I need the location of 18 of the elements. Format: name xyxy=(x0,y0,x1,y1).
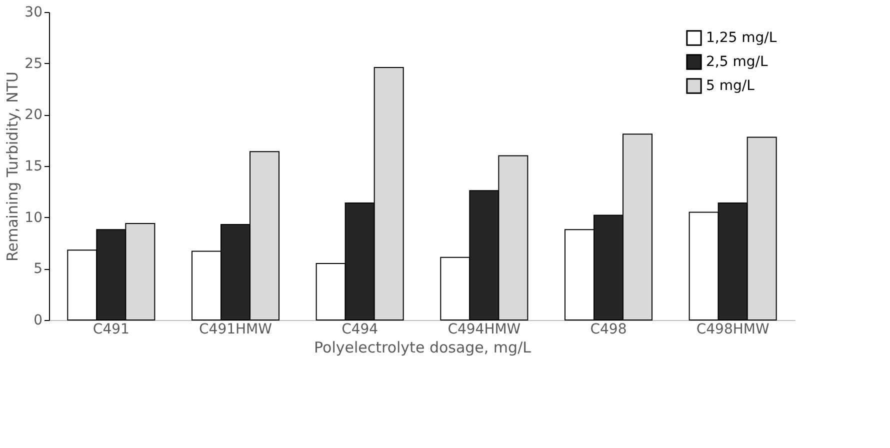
x-tick-label: C491 xyxy=(92,322,130,338)
y-tick-label: 15 xyxy=(24,158,42,174)
legend-label: 1,25 mg/L xyxy=(706,30,777,46)
y-tick-label: 25 xyxy=(24,56,42,72)
y-tick-label: 10 xyxy=(24,210,42,226)
legend-label: 2,5 mg/L xyxy=(706,54,768,70)
y-tick-label: 5 xyxy=(34,261,42,278)
y-tick-label: 30 xyxy=(24,4,42,20)
y-tick-label: 20 xyxy=(24,107,42,124)
x-axis-title: Polyelectrolyte dosage, mg/L xyxy=(314,338,532,356)
x-tick-label: C498 xyxy=(590,322,627,338)
x-tick-label: C494HMW xyxy=(448,322,521,338)
x-tick-label: C494 xyxy=(342,322,378,338)
legend-label: 5 mg/L xyxy=(706,78,755,94)
x-tick-label: C498HMW xyxy=(696,322,770,338)
x-tick-label: C491HMW xyxy=(199,322,272,338)
y-axis-title: Remaining Turbidity, NTU xyxy=(4,71,22,262)
y-tick-label: 0 xyxy=(34,312,42,328)
